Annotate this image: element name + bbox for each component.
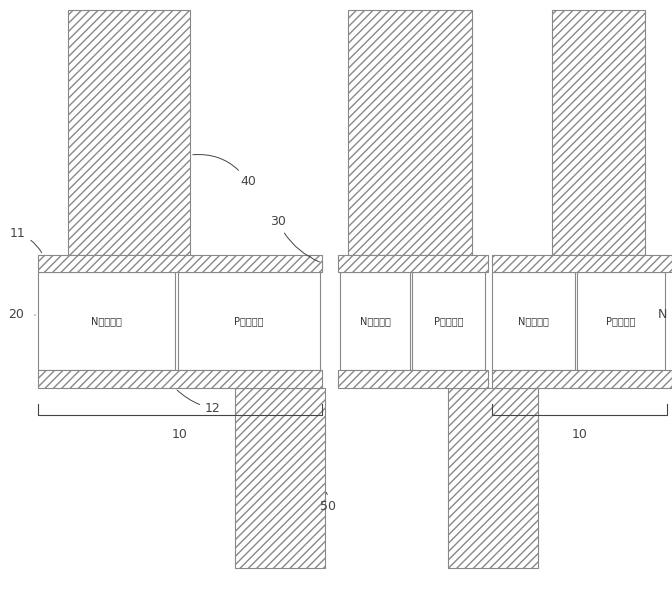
Bar (552, 10, 645, 255)
Text: 12: 12 (177, 390, 220, 415)
Bar (338, 255, 488, 272)
Text: N: N (658, 308, 667, 322)
Bar (348, 10, 472, 255)
Text: P型半导体: P型半导体 (235, 316, 263, 326)
Text: P型半导体: P型半导体 (606, 316, 636, 326)
Bar (492, 370, 672, 388)
Bar (492, 255, 672, 272)
Text: N型半导体: N型半导体 (518, 316, 549, 326)
Bar (412, 272, 485, 370)
Bar (448, 388, 538, 568)
Bar (38, 272, 175, 370)
Text: 40: 40 (193, 155, 256, 188)
Bar (68, 10, 190, 255)
Text: P型半导体: P型半导体 (433, 316, 463, 326)
Text: 50: 50 (320, 493, 336, 513)
Text: 10: 10 (572, 428, 587, 441)
Text: N型半导体: N型半导体 (91, 316, 122, 326)
Bar (577, 272, 665, 370)
Bar (340, 272, 410, 370)
Bar (38, 370, 322, 388)
Text: 11: 11 (10, 227, 42, 253)
Bar (178, 272, 320, 370)
Text: 10: 10 (172, 428, 188, 441)
Bar (235, 388, 325, 568)
Bar (338, 370, 488, 388)
Text: 30: 30 (270, 215, 319, 262)
Bar (38, 255, 322, 272)
Text: 20: 20 (8, 308, 24, 322)
Bar (492, 272, 575, 370)
Text: N型半导体: N型半导体 (360, 316, 390, 326)
